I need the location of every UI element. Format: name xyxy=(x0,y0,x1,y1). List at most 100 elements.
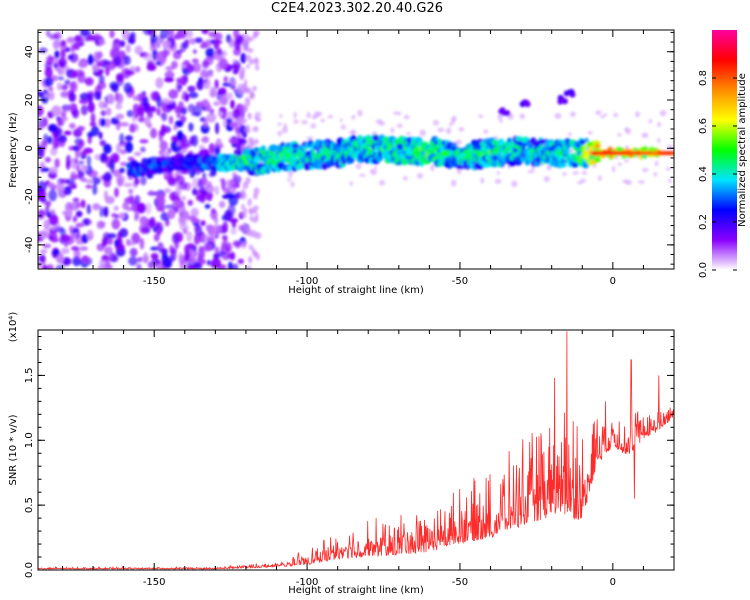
noise-blob xyxy=(90,125,100,137)
noise-blob xyxy=(39,230,50,239)
noise-blob xyxy=(84,218,89,226)
spectrogram-xlabel: Height of straight line (km) xyxy=(288,285,424,296)
colorbar-tick-label: 0.8 xyxy=(698,70,709,86)
noise-blob xyxy=(117,50,125,60)
noise-blob xyxy=(161,112,168,122)
noise-blob xyxy=(98,74,105,84)
noise-blob xyxy=(109,48,118,59)
noise-blob xyxy=(60,234,71,242)
colorbar: 0.0 0.2 0.4 0.6 0.8 Normalized spectral ampl… xyxy=(698,30,748,278)
noise-blob xyxy=(60,91,70,98)
noise-blob xyxy=(178,181,188,190)
noise-blob xyxy=(212,224,222,235)
noise-blob xyxy=(129,247,138,257)
signal-core xyxy=(671,151,674,156)
noise-blob xyxy=(139,216,148,226)
noise-blob xyxy=(213,101,221,106)
noise-blob xyxy=(46,30,51,37)
noise-blob xyxy=(75,210,83,218)
noise-blob xyxy=(370,168,374,173)
noise-blob xyxy=(192,187,198,196)
noise-blob xyxy=(103,143,112,154)
noise-blob xyxy=(201,41,207,49)
noise-blob xyxy=(144,202,152,215)
colorbar-tick-label: 0.4 xyxy=(698,166,709,182)
noise-blob xyxy=(214,185,219,196)
noise-blob xyxy=(156,107,161,116)
noise-blob xyxy=(150,91,159,101)
noise-blob xyxy=(44,66,53,79)
noise-blob xyxy=(58,56,68,69)
noise-blob xyxy=(166,102,176,110)
noise-blob xyxy=(136,202,147,214)
noise-blob xyxy=(244,54,252,61)
noise-blob xyxy=(124,141,134,153)
noise-blob xyxy=(201,60,210,69)
noise-blob xyxy=(623,159,630,163)
noise-blob xyxy=(247,58,255,65)
noise-blob xyxy=(214,247,220,254)
signal-blob xyxy=(315,139,322,147)
noise-blob xyxy=(206,185,215,193)
noise-blob xyxy=(97,81,107,90)
noise-blob xyxy=(103,246,113,255)
noise-blob xyxy=(49,33,58,40)
noise-blob xyxy=(587,131,593,135)
noise-blob xyxy=(648,119,653,124)
noise-blob xyxy=(189,135,195,145)
noise-blob xyxy=(184,38,190,46)
noise-blob xyxy=(227,261,233,269)
noise-blob xyxy=(634,111,640,118)
noise-blob xyxy=(80,164,87,171)
noise-blob xyxy=(211,257,222,269)
noise-blob xyxy=(72,256,82,267)
signal-blob xyxy=(268,144,278,153)
snr-panel: -150 -100 -50 0 0.0 0.5 1.0 1.5 Height of strai… xyxy=(8,312,675,596)
noise-blob xyxy=(456,168,462,175)
noise-blob xyxy=(192,49,197,54)
noise-blob xyxy=(56,82,63,91)
noise-blob xyxy=(248,256,253,264)
signal-blob xyxy=(311,151,317,158)
noise-blob xyxy=(108,236,114,246)
noise-blob xyxy=(119,161,128,166)
noise-blob xyxy=(206,259,212,266)
noise-blob xyxy=(59,43,68,52)
noise-blob xyxy=(527,170,535,174)
noise-blob xyxy=(622,179,629,184)
noise-blob xyxy=(230,99,235,110)
noise-blob xyxy=(242,243,247,249)
noise-blob xyxy=(155,51,165,64)
noise-blob xyxy=(180,106,187,115)
noise-blob xyxy=(103,60,111,66)
noise-blob xyxy=(176,49,183,54)
noise-blob xyxy=(111,43,121,50)
noise-blob xyxy=(286,178,291,182)
snr-ytick-label: 0.0 xyxy=(24,562,35,578)
noise-blob xyxy=(208,143,215,154)
snr-ytick-label: 0.5 xyxy=(24,497,35,513)
spectrogram-ticks: -150 -100 -50 0 -40 -20 0 20 40 xyxy=(24,30,675,287)
noise-blob xyxy=(141,226,149,234)
noise-blob xyxy=(169,244,174,254)
snr-ticks: -150 -100 -50 0 0.0 0.5 1.0 1.5 xyxy=(24,330,675,588)
noise-blob xyxy=(128,256,138,266)
noise-blob xyxy=(210,208,216,214)
noise-blob xyxy=(452,115,457,122)
spectrogram-ytick-label: 0 xyxy=(24,145,35,151)
noise-blob xyxy=(654,160,659,167)
noise-blob xyxy=(357,109,363,117)
noise-blob xyxy=(54,158,60,168)
noise-blob xyxy=(103,206,109,218)
noise-blob xyxy=(108,252,117,263)
noise-blob xyxy=(221,235,228,241)
noise-blob xyxy=(217,111,224,117)
noise-blob xyxy=(252,85,257,92)
noise-blob xyxy=(76,164,81,173)
noise-blob xyxy=(293,119,299,124)
noise-blob xyxy=(92,65,100,72)
noise-blob xyxy=(221,240,227,250)
noise-blob xyxy=(103,118,111,128)
noise-blob xyxy=(80,177,87,183)
signal-blob xyxy=(594,157,601,163)
